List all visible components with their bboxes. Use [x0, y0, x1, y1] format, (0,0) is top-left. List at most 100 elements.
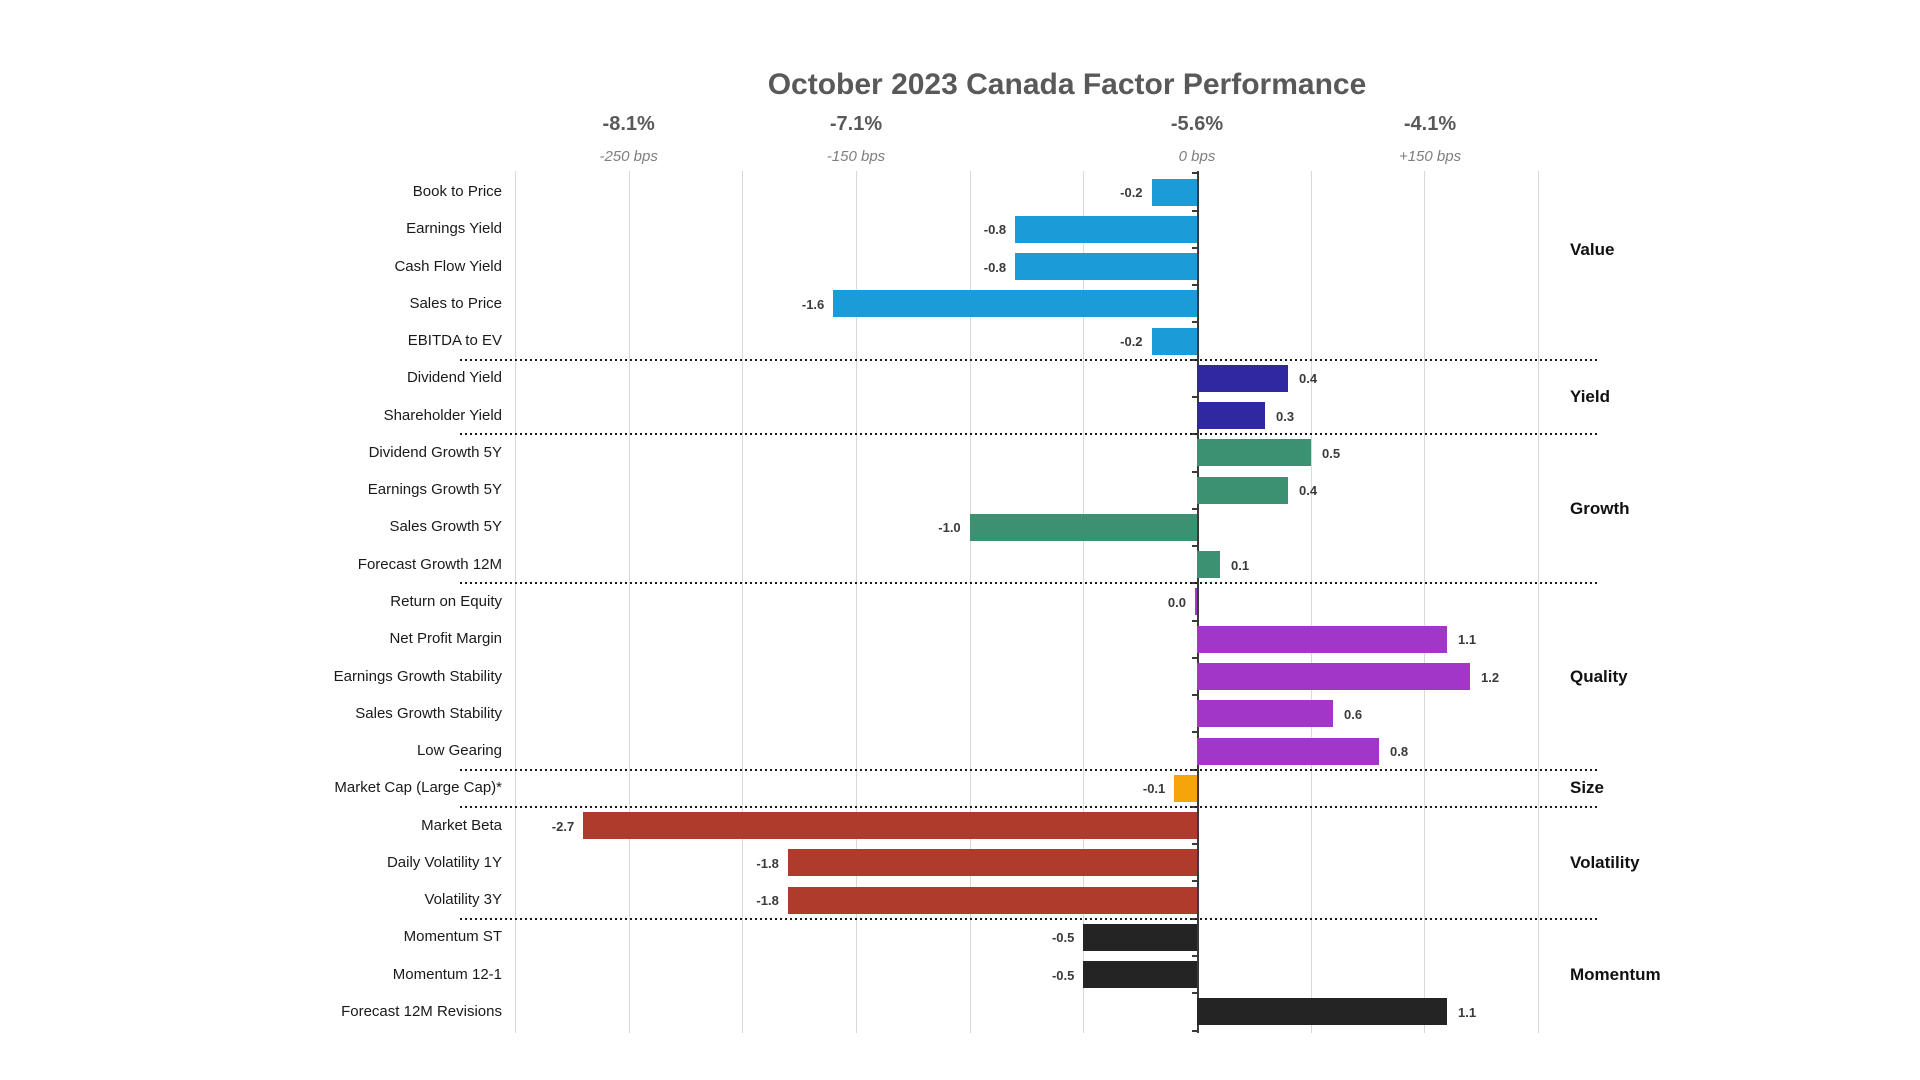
value-label: -0.8	[983, 260, 1007, 275]
factor-bar	[1197, 402, 1265, 429]
group-label: Quality	[1570, 667, 1628, 686]
factor-bar	[787, 887, 1197, 914]
factor-bar	[1174, 775, 1198, 802]
gridline	[515, 171, 516, 1033]
factor-label: Sales Growth Stability	[355, 705, 502, 722]
group-label: Size	[1570, 778, 1605, 797]
group-separator	[460, 582, 1597, 584]
factor-label: Momentum 12-1	[392, 966, 502, 983]
factor-bar	[1197, 626, 1447, 653]
axis-bps-label: 0 bps	[1178, 148, 1216, 165]
gridline	[856, 171, 857, 1033]
group-separator	[460, 433, 1597, 435]
gridline	[1538, 171, 1539, 1033]
factor-label: Dividend Growth 5Y	[368, 444, 502, 461]
value-label: 0.4	[1299, 483, 1318, 498]
value-label: 1.1	[1458, 1005, 1477, 1020]
factor-bar	[1083, 924, 1198, 951]
value-label: -0.2	[1120, 334, 1143, 349]
axis-tick	[1192, 731, 1199, 733]
axis-tick	[1192, 1030, 1199, 1032]
value-label: -2.7	[551, 819, 575, 834]
factor-label: Market Beta	[421, 817, 502, 834]
value-label: -1.0	[938, 520, 961, 535]
factor-label: Earnings Growth Stability	[333, 668, 502, 685]
axis-tick	[1192, 694, 1199, 696]
axis-tick	[1192, 247, 1199, 249]
axis-tick	[1192, 880, 1199, 882]
value-label: 0.3	[1276, 409, 1295, 424]
factor-label: Daily Volatility 1Y	[386, 854, 502, 871]
group-label: Momentum	[1570, 965, 1661, 984]
axis-tick	[1192, 210, 1199, 212]
group-separator	[460, 806, 1597, 808]
factor-bar	[1197, 365, 1288, 392]
factor-bar	[1197, 663, 1470, 690]
axis-tick	[1192, 321, 1199, 323]
value-label: -1.8	[756, 856, 779, 871]
factor-label: Sales Growth 5Y	[389, 518, 502, 535]
value-label: 1.1	[1458, 632, 1477, 647]
factor-label: Net Profit Margin	[389, 630, 502, 647]
factor-label: Book to Price	[412, 183, 502, 200]
factor-label: Sales to Price	[409, 295, 502, 312]
group-label: Volatility	[1570, 853, 1640, 872]
factor-label: Low Gearing	[416, 742, 502, 759]
factor-bar	[1197, 477, 1288, 504]
value-label: 0.4	[1299, 371, 1318, 386]
axis-percent-label: -4.1%	[1403, 113, 1457, 135]
axis-tick	[1192, 545, 1199, 547]
factor-label: Forecast 12M Revisions	[341, 1003, 502, 1020]
zero-axis-line	[1197, 171, 1199, 1033]
axis-tick	[1192, 955, 1199, 957]
factor-bar	[1151, 179, 1197, 206]
factor-bar	[583, 812, 1198, 839]
value-label: 0.1	[1231, 558, 1250, 573]
axis-bps-label: -250 bps	[599, 148, 658, 165]
axis-tick	[1192, 843, 1199, 845]
factor-label: Forecast Growth 12M	[357, 556, 502, 573]
factor-bar	[1083, 961, 1198, 988]
factor-bar	[1197, 551, 1220, 578]
factor-label: Dividend Yield	[406, 369, 502, 386]
gridline	[1311, 171, 1312, 1033]
value-label: -0.5	[1051, 930, 1075, 945]
value-label: -0.2	[1120, 185, 1143, 200]
factor-label: Shareholder Yield	[383, 407, 502, 424]
group-label: Yield	[1570, 387, 1610, 406]
factor-label: Momentum ST	[403, 928, 502, 945]
factor-bar	[1015, 216, 1198, 243]
axis-bps-label: +150 bps	[1398, 148, 1462, 165]
factor-label: EBITDA to EV	[407, 332, 502, 349]
group-separator	[460, 359, 1597, 361]
factor-bar	[787, 849, 1197, 876]
axis-tick	[1192, 396, 1199, 398]
factor-label: Market Cap (Large Cap)*	[334, 779, 502, 796]
axis-tick	[1192, 471, 1199, 473]
axis-tick	[1192, 620, 1199, 622]
axis-tick	[1192, 172, 1199, 174]
factor-bar	[833, 290, 1198, 317]
gridline	[1424, 171, 1425, 1033]
value-label: -0.5	[1051, 968, 1075, 983]
value-label: -0.8	[983, 222, 1007, 237]
axis-percent-label: -8.1%	[602, 113, 655, 135]
value-label: -1.6	[801, 297, 825, 312]
factor-label: Earnings Yield	[406, 220, 502, 237]
gridline	[970, 171, 971, 1033]
factor-label: Volatility 3Y	[424, 891, 502, 908]
group-label: Value	[1570, 240, 1615, 259]
factor-bar	[1195, 588, 1197, 615]
factor-label: Earnings Growth 5Y	[367, 481, 502, 498]
value-label: -1.8	[756, 893, 779, 908]
gridline	[1083, 171, 1084, 1033]
factor-bar	[1197, 738, 1379, 765]
factor-label: Cash Flow Yield	[394, 258, 502, 275]
factor-bar	[1197, 998, 1447, 1025]
axis-tick	[1192, 992, 1199, 994]
factor-bar	[1015, 253, 1198, 280]
axis-percent-label: -7.1%	[829, 113, 883, 135]
axis-bps-label: -150 bps	[826, 148, 886, 165]
value-label: -0.1	[1142, 781, 1166, 796]
axis-tick	[1192, 284, 1199, 286]
